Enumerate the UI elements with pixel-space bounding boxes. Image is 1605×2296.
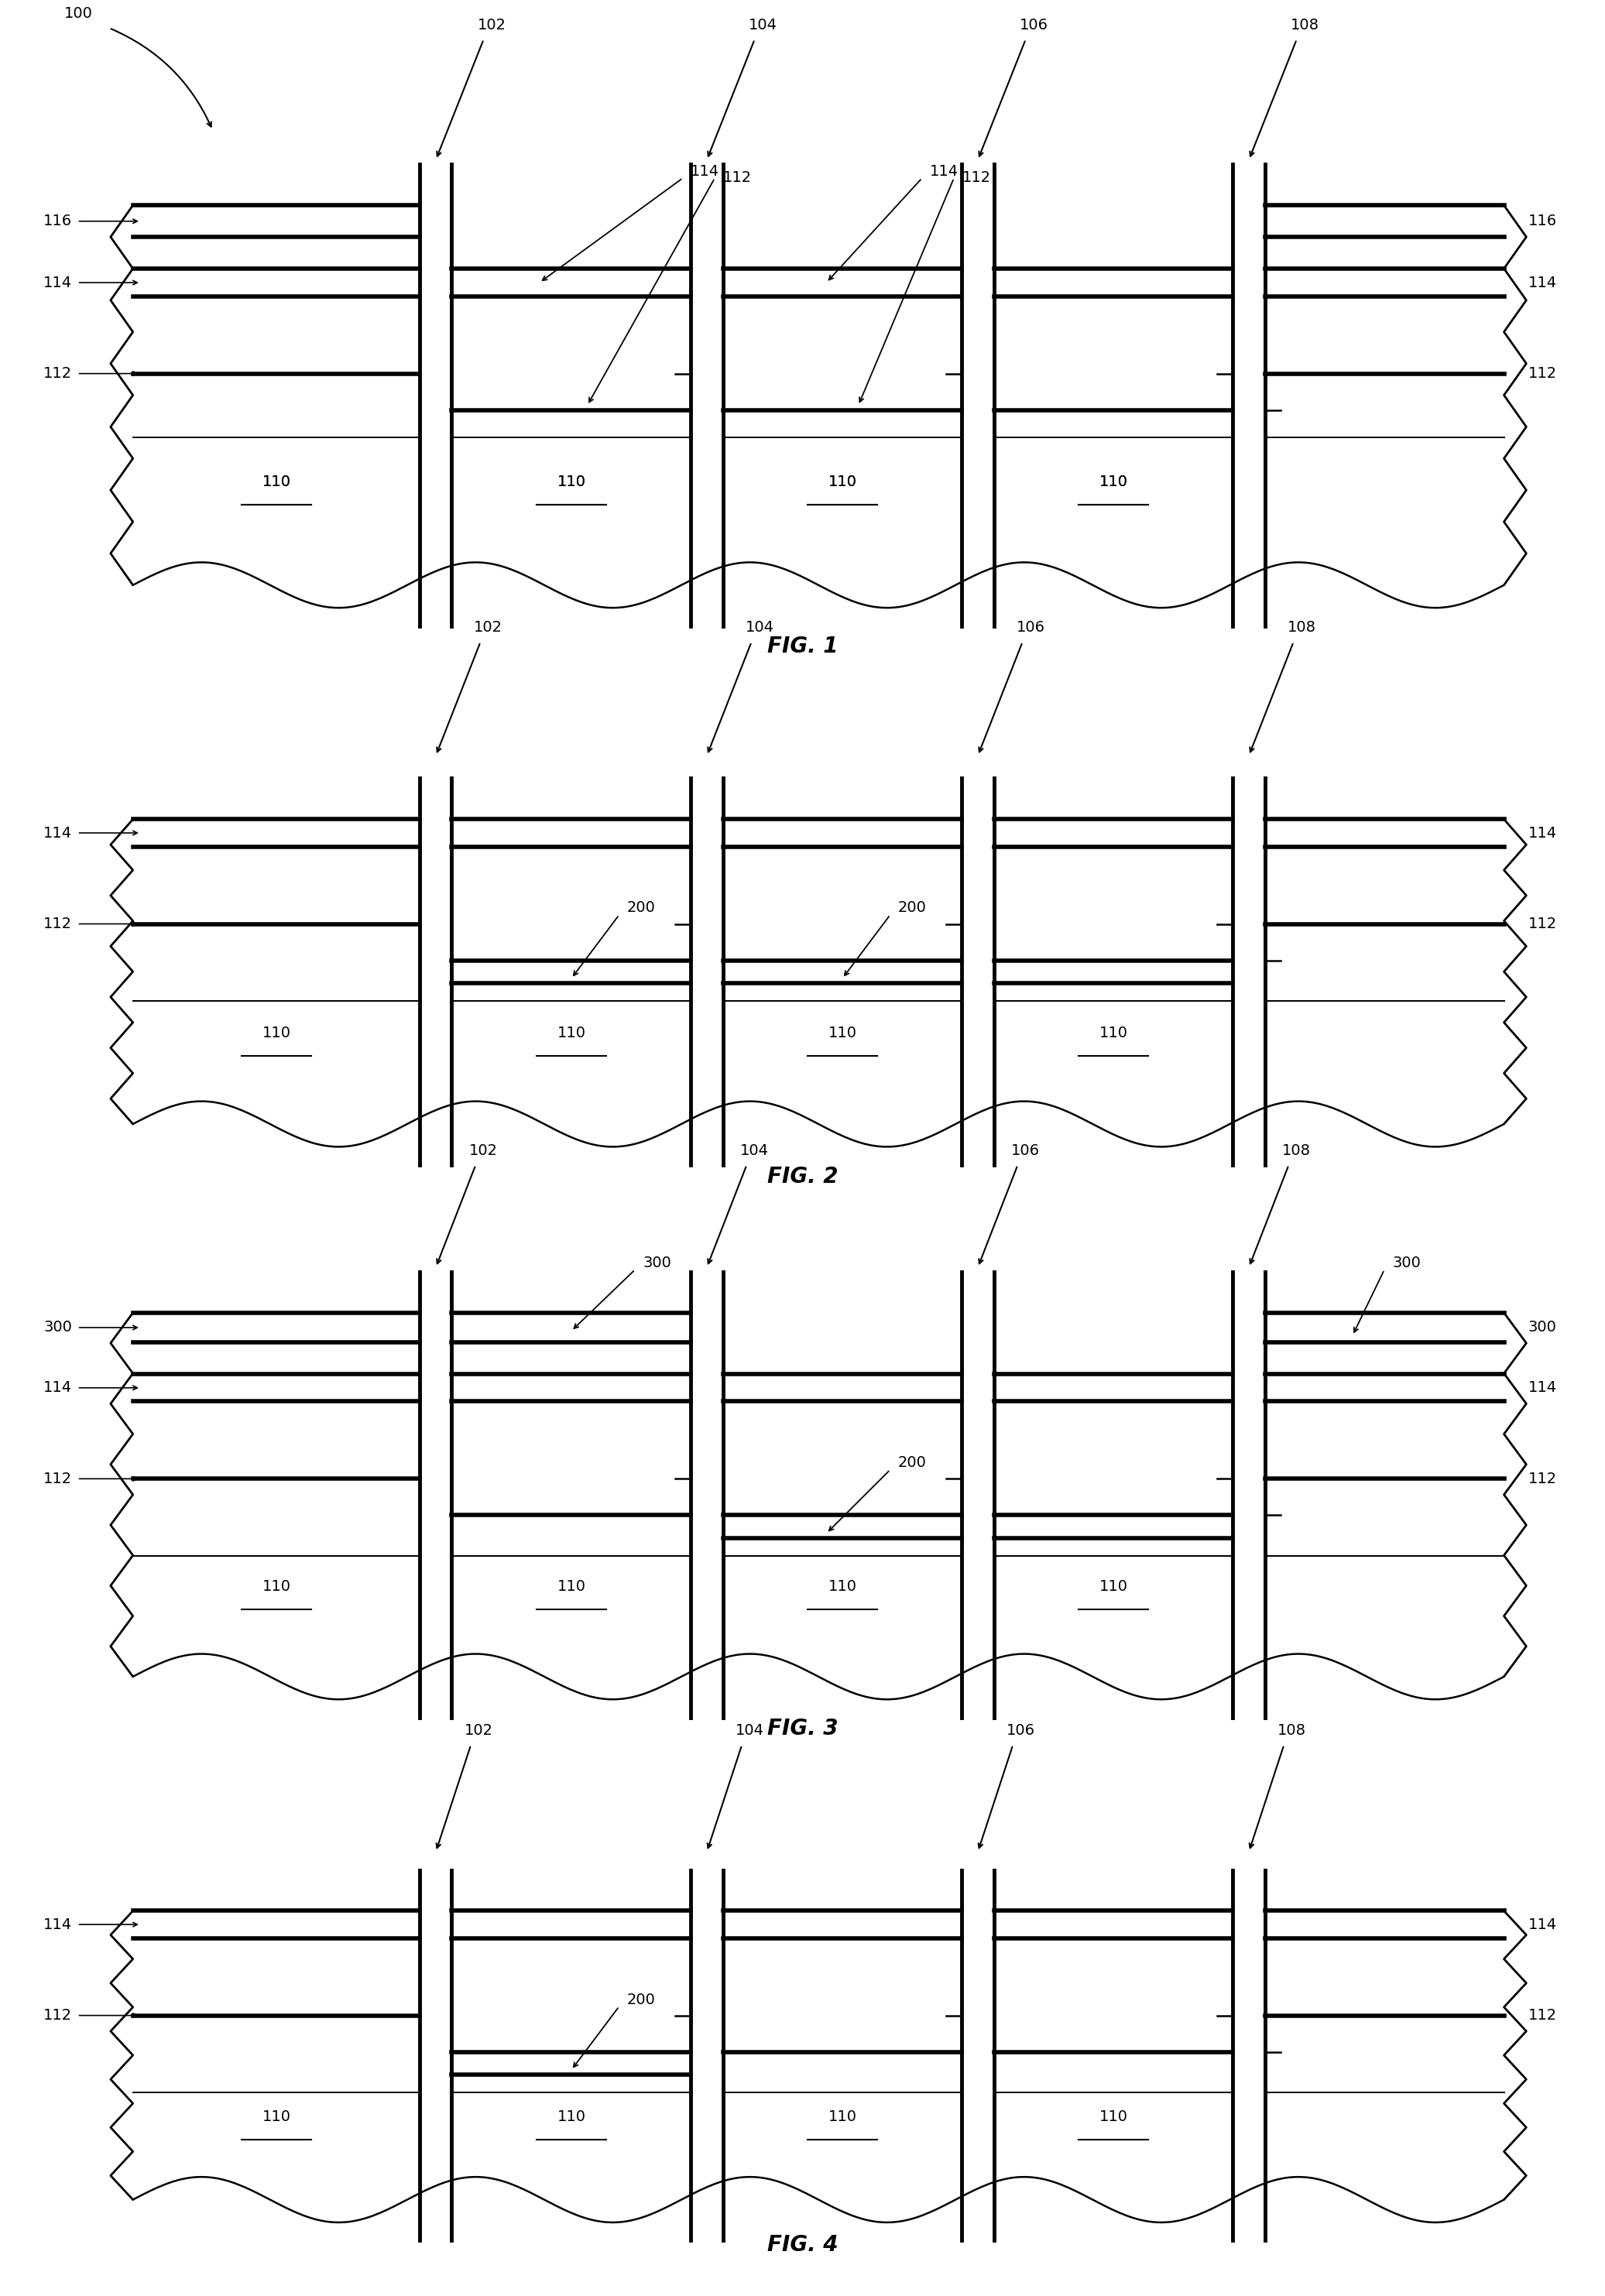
Text: 114: 114: [43, 1380, 72, 1396]
Text: 114: 114: [690, 163, 719, 179]
Text: 110: 110: [1099, 2110, 1128, 2124]
Text: 102: 102: [469, 1143, 498, 1157]
Text: 102: 102: [473, 620, 502, 636]
Text: 300: 300: [1393, 1256, 1420, 1270]
Text: 110: 110: [1099, 1580, 1128, 1593]
Text: 114: 114: [43, 827, 72, 840]
Text: FIG. 3: FIG. 3: [767, 1717, 838, 1740]
Text: 110: 110: [557, 475, 586, 489]
Text: 300: 300: [1528, 1320, 1557, 1334]
Text: 114: 114: [929, 163, 958, 179]
Text: 110: 110: [262, 1580, 291, 1593]
Text: FIG. 1: FIG. 1: [767, 636, 838, 657]
Text: 112: 112: [1528, 1472, 1557, 1486]
Text: 104: 104: [745, 620, 774, 636]
Text: 300: 300: [43, 1320, 72, 1334]
Text: 300: 300: [644, 1256, 671, 1270]
Text: FIG. 2: FIG. 2: [767, 1166, 838, 1187]
Text: 104: 104: [748, 18, 777, 32]
Text: 106: 106: [1011, 1143, 1040, 1157]
Text: 112: 112: [1528, 916, 1557, 932]
Text: 110: 110: [262, 1026, 291, 1040]
Text: 104: 104: [740, 1143, 769, 1157]
Text: 200: 200: [899, 1456, 926, 1469]
Text: 112: 112: [43, 916, 72, 932]
Text: 102: 102: [464, 1724, 493, 1738]
Text: 106: 106: [1016, 620, 1045, 636]
Text: 102: 102: [477, 18, 506, 32]
Text: 110: 110: [557, 2110, 586, 2124]
Text: 112: 112: [961, 170, 990, 186]
Text: 110: 110: [262, 475, 291, 489]
Text: 104: 104: [735, 1724, 764, 1738]
Text: 114: 114: [1528, 276, 1557, 289]
Text: 110: 110: [1099, 1026, 1128, 1040]
Text: 106: 106: [1006, 1724, 1035, 1738]
Text: 116: 116: [43, 214, 72, 230]
Text: 114: 114: [1528, 827, 1557, 840]
Text: 112: 112: [722, 170, 751, 186]
Text: 110: 110: [1099, 475, 1128, 489]
Text: 110: 110: [557, 475, 586, 489]
Text: 110: 110: [557, 1580, 586, 1593]
Text: 110: 110: [828, 2110, 857, 2124]
Text: FIG. 4: FIG. 4: [767, 2234, 838, 2257]
Text: 110: 110: [828, 1580, 857, 1593]
Text: 112: 112: [1528, 367, 1557, 381]
Text: 110: 110: [262, 2110, 291, 2124]
Text: 112: 112: [43, 1472, 72, 1486]
Text: 108: 108: [1282, 1143, 1311, 1157]
Text: 108: 108: [1290, 18, 1319, 32]
Text: 110: 110: [262, 475, 291, 489]
Text: 114: 114: [1528, 1917, 1557, 1931]
Text: 200: 200: [628, 900, 656, 916]
Text: 110: 110: [828, 1026, 857, 1040]
Text: 110: 110: [828, 475, 857, 489]
Text: 116: 116: [1528, 214, 1557, 230]
Text: 200: 200: [628, 1993, 656, 2007]
Text: 112: 112: [1528, 2009, 1557, 2023]
Text: 106: 106: [1019, 18, 1048, 32]
Text: 200: 200: [899, 900, 926, 916]
Text: 110: 110: [1099, 475, 1128, 489]
Text: 108: 108: [1278, 1724, 1306, 1738]
Text: 114: 114: [43, 276, 72, 289]
Text: 100: 100: [64, 7, 93, 21]
Text: 110: 110: [828, 475, 857, 489]
Text: 114: 114: [1528, 1380, 1557, 1396]
Text: 114: 114: [43, 1917, 72, 1931]
Text: 108: 108: [1287, 620, 1316, 636]
Text: 110: 110: [557, 1026, 586, 1040]
Text: 112: 112: [43, 367, 72, 381]
Text: 112: 112: [43, 2009, 72, 2023]
